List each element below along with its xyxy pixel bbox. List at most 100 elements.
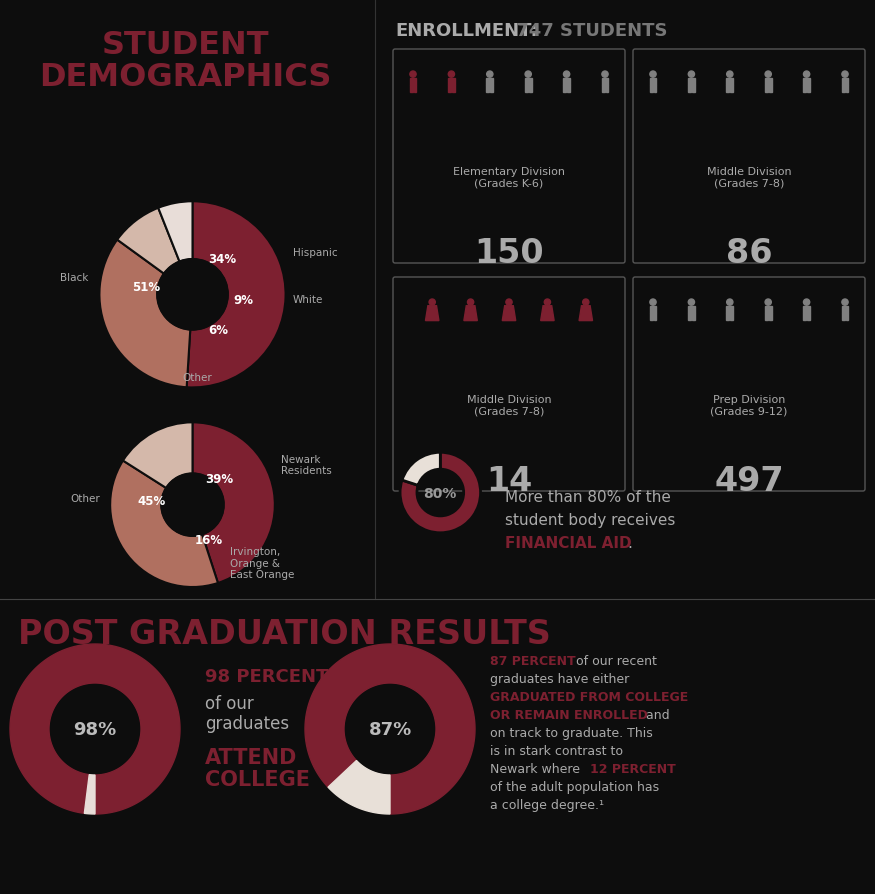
Text: DEMOGRAPHICS: DEMOGRAPHICS	[38, 62, 331, 93]
Text: on track to graduate. This: on track to graduate. This	[490, 726, 653, 739]
Polygon shape	[10, 645, 180, 814]
Text: Other: Other	[71, 493, 101, 503]
Polygon shape	[726, 314, 729, 321]
Circle shape	[803, 299, 809, 306]
Text: 747 STUDENTS: 747 STUDENTS	[510, 22, 668, 40]
Polygon shape	[464, 307, 478, 321]
Circle shape	[487, 72, 493, 78]
Polygon shape	[452, 86, 455, 93]
Text: 51%: 51%	[132, 281, 160, 294]
Polygon shape	[567, 86, 570, 93]
Circle shape	[583, 299, 589, 306]
Text: and: and	[642, 708, 669, 721]
Text: of the adult population has: of the adult population has	[490, 780, 659, 793]
Wedge shape	[400, 452, 480, 533]
Circle shape	[158, 259, 228, 331]
Text: FINANCIAL AID: FINANCIAL AID	[505, 536, 632, 551]
Text: GRADUATED FROM COLLEGE: GRADUATED FROM COLLEGE	[490, 690, 689, 704]
Polygon shape	[654, 86, 656, 93]
Circle shape	[506, 299, 512, 306]
Polygon shape	[414, 86, 416, 93]
Polygon shape	[528, 86, 531, 93]
Text: student body receives: student body receives	[505, 512, 676, 527]
Polygon shape	[692, 314, 695, 321]
Polygon shape	[602, 79, 608, 86]
Polygon shape	[807, 86, 810, 93]
Polygon shape	[448, 79, 455, 86]
Text: 16%: 16%	[195, 533, 223, 546]
Text: POST GRADUATION RESULTS: POST GRADUATION RESULTS	[18, 618, 550, 650]
Text: graduates have either: graduates have either	[490, 672, 629, 685]
Wedge shape	[158, 202, 192, 262]
Circle shape	[51, 685, 139, 773]
Polygon shape	[602, 86, 605, 93]
Polygon shape	[769, 314, 772, 321]
Wedge shape	[192, 423, 275, 583]
Circle shape	[689, 72, 695, 78]
Circle shape	[448, 72, 454, 78]
Polygon shape	[579, 307, 592, 321]
Circle shape	[842, 72, 848, 78]
Text: 497: 497	[714, 465, 784, 497]
Circle shape	[564, 72, 570, 78]
Circle shape	[650, 72, 656, 78]
Polygon shape	[803, 86, 806, 93]
Polygon shape	[490, 86, 493, 93]
Text: of our recent: of our recent	[572, 654, 657, 667]
Polygon shape	[525, 86, 528, 93]
Polygon shape	[726, 86, 729, 93]
Wedge shape	[186, 202, 285, 388]
Text: 14: 14	[486, 465, 532, 497]
Wedge shape	[110, 461, 218, 587]
Text: a college degree.¹: a college degree.¹	[490, 798, 604, 811]
Circle shape	[726, 72, 733, 78]
Polygon shape	[688, 86, 691, 93]
Polygon shape	[845, 86, 849, 93]
Polygon shape	[765, 314, 767, 321]
Circle shape	[726, 299, 733, 306]
Text: 9%: 9%	[234, 293, 254, 306]
Text: 98%: 98%	[74, 721, 116, 738]
Text: Elementary Division
(Grades K-6): Elementary Division (Grades K-6)	[453, 167, 565, 189]
Circle shape	[544, 299, 550, 306]
Polygon shape	[731, 314, 733, 321]
Polygon shape	[731, 86, 733, 93]
Text: Irvington,
Orange &
East Orange: Irvington, Orange & East Orange	[229, 546, 294, 579]
Polygon shape	[328, 761, 390, 814]
Polygon shape	[765, 86, 767, 93]
Text: 45%: 45%	[137, 494, 165, 508]
Text: 87%: 87%	[368, 721, 411, 738]
Polygon shape	[692, 86, 695, 93]
Polygon shape	[425, 307, 439, 321]
Polygon shape	[803, 314, 806, 321]
Circle shape	[467, 299, 473, 306]
Circle shape	[765, 72, 772, 78]
Text: Black: Black	[60, 273, 88, 283]
Text: 86: 86	[725, 237, 773, 270]
Polygon shape	[769, 86, 772, 93]
Polygon shape	[564, 79, 570, 86]
Polygon shape	[842, 86, 844, 93]
Circle shape	[161, 474, 224, 536]
Text: ATTEND: ATTEND	[205, 747, 298, 767]
Polygon shape	[525, 79, 531, 86]
Polygon shape	[541, 307, 554, 321]
Text: Hispanic: Hispanic	[293, 248, 338, 258]
Polygon shape	[410, 79, 416, 86]
Circle shape	[525, 72, 531, 78]
Polygon shape	[845, 314, 849, 321]
Text: ENROLLMENT:: ENROLLMENT:	[395, 22, 537, 40]
Polygon shape	[726, 307, 733, 314]
Text: is in stark contrast to: is in stark contrast to	[490, 744, 623, 757]
Text: COLLEGE: COLLEGE	[205, 769, 310, 789]
Text: of our: of our	[205, 695, 254, 713]
Circle shape	[803, 72, 809, 78]
Text: Other: Other	[182, 373, 212, 383]
Polygon shape	[688, 79, 695, 86]
Text: 6%: 6%	[208, 324, 228, 337]
Text: 39%: 39%	[205, 472, 233, 485]
Polygon shape	[649, 314, 653, 321]
Text: OR REMAIN ENROLLED: OR REMAIN ENROLLED	[490, 708, 648, 721]
Text: Middle Division
(Grades 7-8): Middle Division (Grades 7-8)	[707, 167, 791, 189]
Wedge shape	[123, 423, 192, 488]
